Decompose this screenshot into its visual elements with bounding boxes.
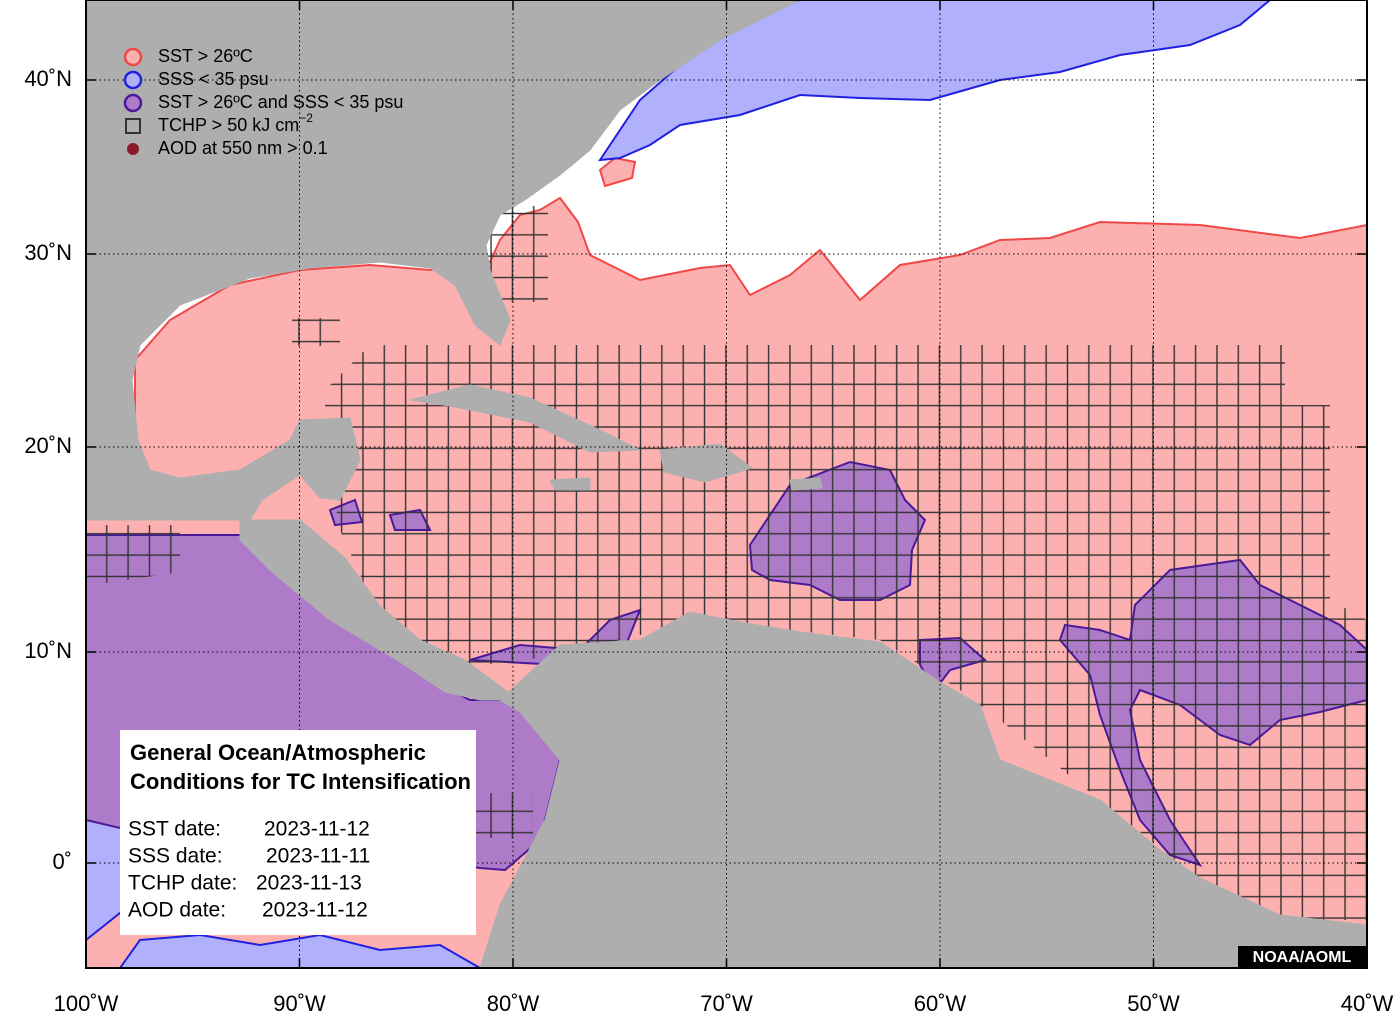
x-tick-label: 70˚W xyxy=(700,991,753,1016)
legend-label: SST > 26ºC xyxy=(158,46,253,66)
y-tick-label: 40˚N xyxy=(24,66,72,91)
tchp-region xyxy=(86,525,180,586)
y-tick-label: 20˚N xyxy=(24,433,72,458)
x-tick-label: 60˚W xyxy=(914,991,967,1016)
legend: SST > 26ºC SSS < 35 psu SST > 26ºC and S… xyxy=(123,46,403,158)
jamaica xyxy=(549,477,591,491)
y-tick-label: 10˚N xyxy=(24,638,72,663)
legend-symbol xyxy=(123,93,143,113)
y-tick-label: 30˚N xyxy=(24,240,72,265)
x-tick-label: 50˚W xyxy=(1127,991,1180,1016)
date-label: SST date: xyxy=(128,818,221,841)
y-tick-label: 0˚ xyxy=(52,849,72,874)
legend-label-main: TCHP > 50 kJ cm xyxy=(158,115,299,135)
info-box: General Ocean/Atmospheric Conditions for… xyxy=(120,730,476,935)
legend-symbol xyxy=(127,143,139,155)
x-tick-label: 40˚W xyxy=(1341,991,1394,1016)
tchp-region xyxy=(484,206,548,302)
cuba xyxy=(409,384,641,453)
info-title: General Ocean/Atmospheric xyxy=(130,740,426,765)
x-tick-label: 90˚W xyxy=(273,991,326,1016)
legend-label: SSS < 35 psu xyxy=(158,69,269,89)
legend-symbol xyxy=(125,118,141,134)
sst-region xyxy=(598,156,637,188)
date-value: 2023-11-12 xyxy=(262,899,368,922)
date-label: AOD date: xyxy=(128,899,226,922)
hispaniola xyxy=(659,443,754,483)
info-title: Conditions for TC Intensification xyxy=(130,769,471,794)
date-value: 2023-11-11 xyxy=(266,845,370,868)
x-tick-label: 100˚W xyxy=(54,991,119,1016)
x-tick-label: 80˚W xyxy=(487,991,540,1016)
info-box-background xyxy=(120,730,476,935)
legend-label: AOD at 550 nm > 0.1 xyxy=(158,138,328,158)
date-value: 2023-11-13 xyxy=(256,872,362,895)
puerto-rico xyxy=(789,477,823,491)
credit-background xyxy=(1238,946,1366,968)
north-america xyxy=(86,0,801,521)
frame xyxy=(85,0,1368,969)
legend-symbol xyxy=(123,47,143,67)
legend-label: TCHP > 50 kJ cm−2 xyxy=(158,111,313,135)
tchp-region xyxy=(475,793,533,838)
date-label: SSS date: xyxy=(128,845,223,868)
legend-label: SST > 26ºC and SSS < 35 psu xyxy=(158,92,403,112)
legend-label-superscript: −2 xyxy=(299,111,313,125)
tchp-region xyxy=(292,318,340,346)
legend-symbol xyxy=(123,70,143,90)
credit: NOAA/AOML xyxy=(1253,949,1352,966)
date-label: TCHP date: xyxy=(128,872,237,895)
date-value: 2023-11-12 xyxy=(264,818,370,841)
land xyxy=(86,0,1367,968)
